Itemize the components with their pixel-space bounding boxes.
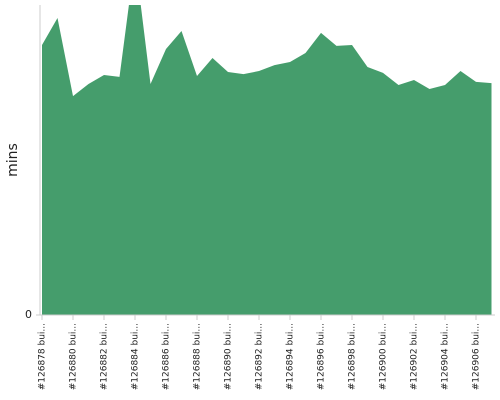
x-tick-label: #126896 bui... xyxy=(317,323,327,390)
x-tick-label: #126904 bui... xyxy=(441,323,451,390)
x-tick-label: #126888 bui... xyxy=(193,323,203,390)
y-axis-label: mins xyxy=(5,143,21,177)
x-tick-label: #126900 bui... xyxy=(379,323,389,390)
area xyxy=(42,5,492,315)
x-tick-label: #126890 bui... xyxy=(224,323,234,390)
x-tick-label: #126882 bui... xyxy=(100,323,110,390)
x-tick-label: #126884 bui... xyxy=(131,323,141,390)
x-tick-label: #126894 bui... xyxy=(286,323,296,390)
x-tick-label: #126902 bui... xyxy=(410,323,420,390)
y-tick-label: 0 xyxy=(25,308,32,321)
x-tick-label: #126886 bui... xyxy=(162,323,172,390)
x-tick-label: #126906 bui... xyxy=(472,323,482,390)
x-tick-label: #126878 bui... xyxy=(38,323,48,390)
x-tick-label: #126880 bui... xyxy=(69,323,79,390)
x-tick-label: #126892 bui... xyxy=(255,323,265,390)
x-tick-label: #126898 bui... xyxy=(348,323,358,390)
